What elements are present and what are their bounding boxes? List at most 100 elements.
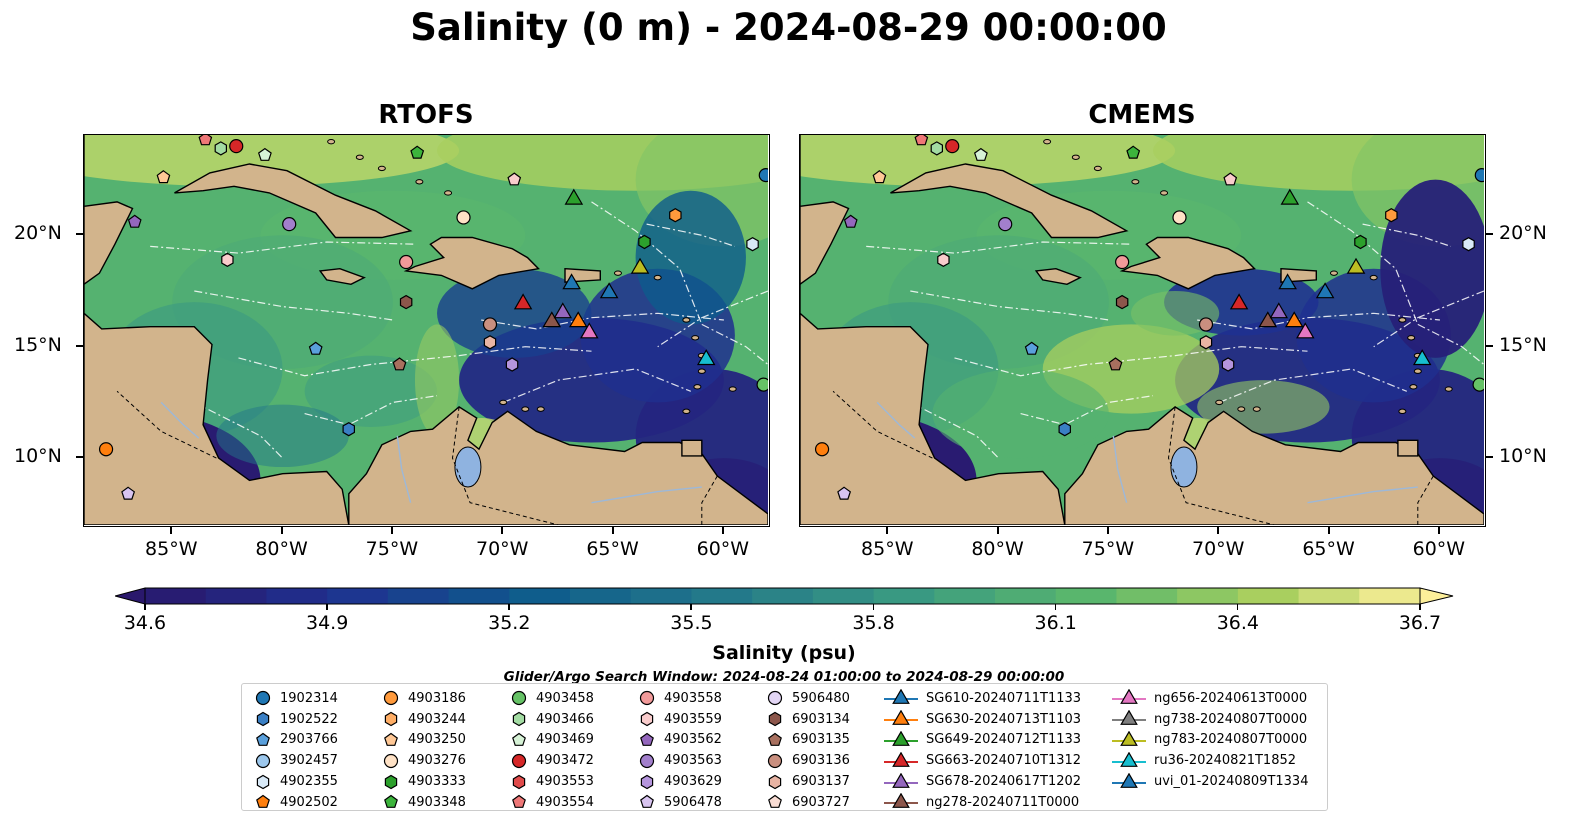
marker-triangle[interactable] [564,188,584,205]
map-panel-rtofs[interactable] [83,134,770,527]
marker-triangle[interactable] [1346,257,1366,274]
colorbar-tick-label: 35.2 [488,612,531,634]
marker-circle[interactable] [998,217,1013,232]
marker-pentagon[interactable] [843,214,858,228]
marker-hexagon[interactable] [214,141,227,156]
marker-circle[interactable] [758,168,768,183]
legend-item: 4903333 [382,771,466,792]
marker-hexagon[interactable] [937,252,950,267]
marker-triangle[interactable] [553,302,573,319]
marker-hexagon[interactable] [221,252,234,267]
marker-triangle[interactable] [1278,273,1297,290]
marker-pentagon[interactable] [127,214,142,228]
marker-circle[interactable] [1115,254,1130,270]
colorbar-tick [508,604,510,610]
marker-hexagon[interactable] [638,234,651,250]
marker-hexagon[interactable] [669,208,682,223]
marker-hexagon[interactable] [1354,234,1367,250]
marker-hexagon[interactable] [505,357,519,372]
marker-pentagon[interactable] [257,147,272,161]
marker-pentagon[interactable] [973,147,988,161]
marker-pentagon[interactable] [914,135,929,146]
marker-pentagon[interactable] [198,135,213,146]
marker-triangle[interactable] [1269,302,1289,319]
legend-marker-hexagon-icon [640,711,654,727]
marker-hexagon[interactable] [1221,357,1235,372]
marker-circle[interactable] [98,442,114,457]
marker-circle[interactable] [482,317,498,332]
marker-triangle[interactable] [568,311,588,328]
marker-pentagon[interactable] [308,341,323,355]
marker-pentagon[interactable] [1223,172,1238,186]
legend-label: uvi_01-20240809T1334 [1154,774,1309,790]
marker-pentagon[interactable] [872,170,887,184]
legend-marker-pentagon-icon [384,795,398,809]
marker-circle[interactable] [1172,210,1187,225]
land-jamaica [1034,267,1082,286]
marker-triangle[interactable] [513,293,533,310]
marker-pentagon[interactable] [392,357,407,371]
colorbar-tick [1054,604,1057,610]
marker-triangle[interactable] [630,257,650,274]
marker-circle[interactable] [282,217,297,232]
legend-label: 4903469 [536,732,594,748]
marker-pentagon[interactable] [837,486,852,500]
marker-hexagon[interactable] [483,335,497,350]
marker-circle[interactable] [399,254,414,270]
marker-triangle[interactable] [1296,322,1315,339]
marker-circle[interactable] [756,377,768,392]
legend-marker-hexagon-icon [512,711,526,727]
land-southAmerica [1064,406,1484,525]
marker-triangle[interactable] [1284,311,1304,328]
lat-tick-label: 20°N [14,222,62,245]
colorbar-bin [1237,588,1300,604]
lat-tick-label: 15°N [1499,333,1547,356]
marker-hexagon[interactable] [1462,237,1475,252]
marker-triangle[interactable] [696,349,716,366]
marker-hexagon[interactable] [1115,294,1129,310]
axis-tick [996,527,999,534]
marker-hexagon[interactable] [930,141,943,156]
colorbar-tick-label: 34.6 [123,612,167,634]
marker-pentagon[interactable] [156,170,171,184]
marker-triangle[interactable] [580,322,599,339]
marker-hexagon[interactable] [1058,422,1071,437]
legend-marker-hexagon-icon [256,711,270,727]
legend-item: 6903135 [766,730,850,751]
marker-circle[interactable] [1198,317,1214,332]
map-panel-cmems[interactable] [799,134,1486,527]
marker-triangle[interactable] [1229,293,1249,310]
marker-circle[interactable] [1474,168,1484,183]
marker-triangle[interactable] [599,282,619,299]
marker-circle[interactable] [945,139,960,154]
marker-pentagon[interactable] [1024,341,1039,355]
marker-hexagon[interactable] [342,422,355,437]
marker-triangle[interactable] [1412,349,1432,366]
marker-hexagon[interactable] [1385,208,1398,223]
marker-triangle[interactable] [542,311,562,328]
legend-item: 4903629 [638,771,722,792]
marker-circle[interactable] [229,139,244,154]
marker-pentagon[interactable] [1126,145,1141,159]
marker-triangle[interactable] [1258,311,1278,328]
legend-label: 4903554 [536,794,594,810]
marker-hexagon[interactable] [746,237,759,252]
marker-circle[interactable] [814,442,830,457]
legend-marker-circle-icon [639,753,655,768]
marker-pentagon[interactable] [1108,357,1123,371]
marker-triangle[interactable] [1315,282,1335,299]
marker-triangle[interactable] [1280,188,1300,205]
marker-triangle[interactable] [562,273,581,290]
marker-circle[interactable] [1472,377,1484,392]
marker-circle[interactable] [456,210,471,225]
marker-pentagon[interactable] [121,486,136,500]
lon-tick-label: 85°W [861,538,914,560]
marker-pentagon[interactable] [410,145,425,159]
legend-marker-triangle-icon [1112,772,1146,788]
legend-marker-triangle-icon [884,710,918,726]
marker-hexagon[interactable] [1199,335,1213,350]
colorbar-extend-low [115,587,146,605]
marker-hexagon[interactable] [399,294,413,310]
legend-marker-circle-icon [383,753,399,768]
marker-pentagon[interactable] [507,172,522,186]
